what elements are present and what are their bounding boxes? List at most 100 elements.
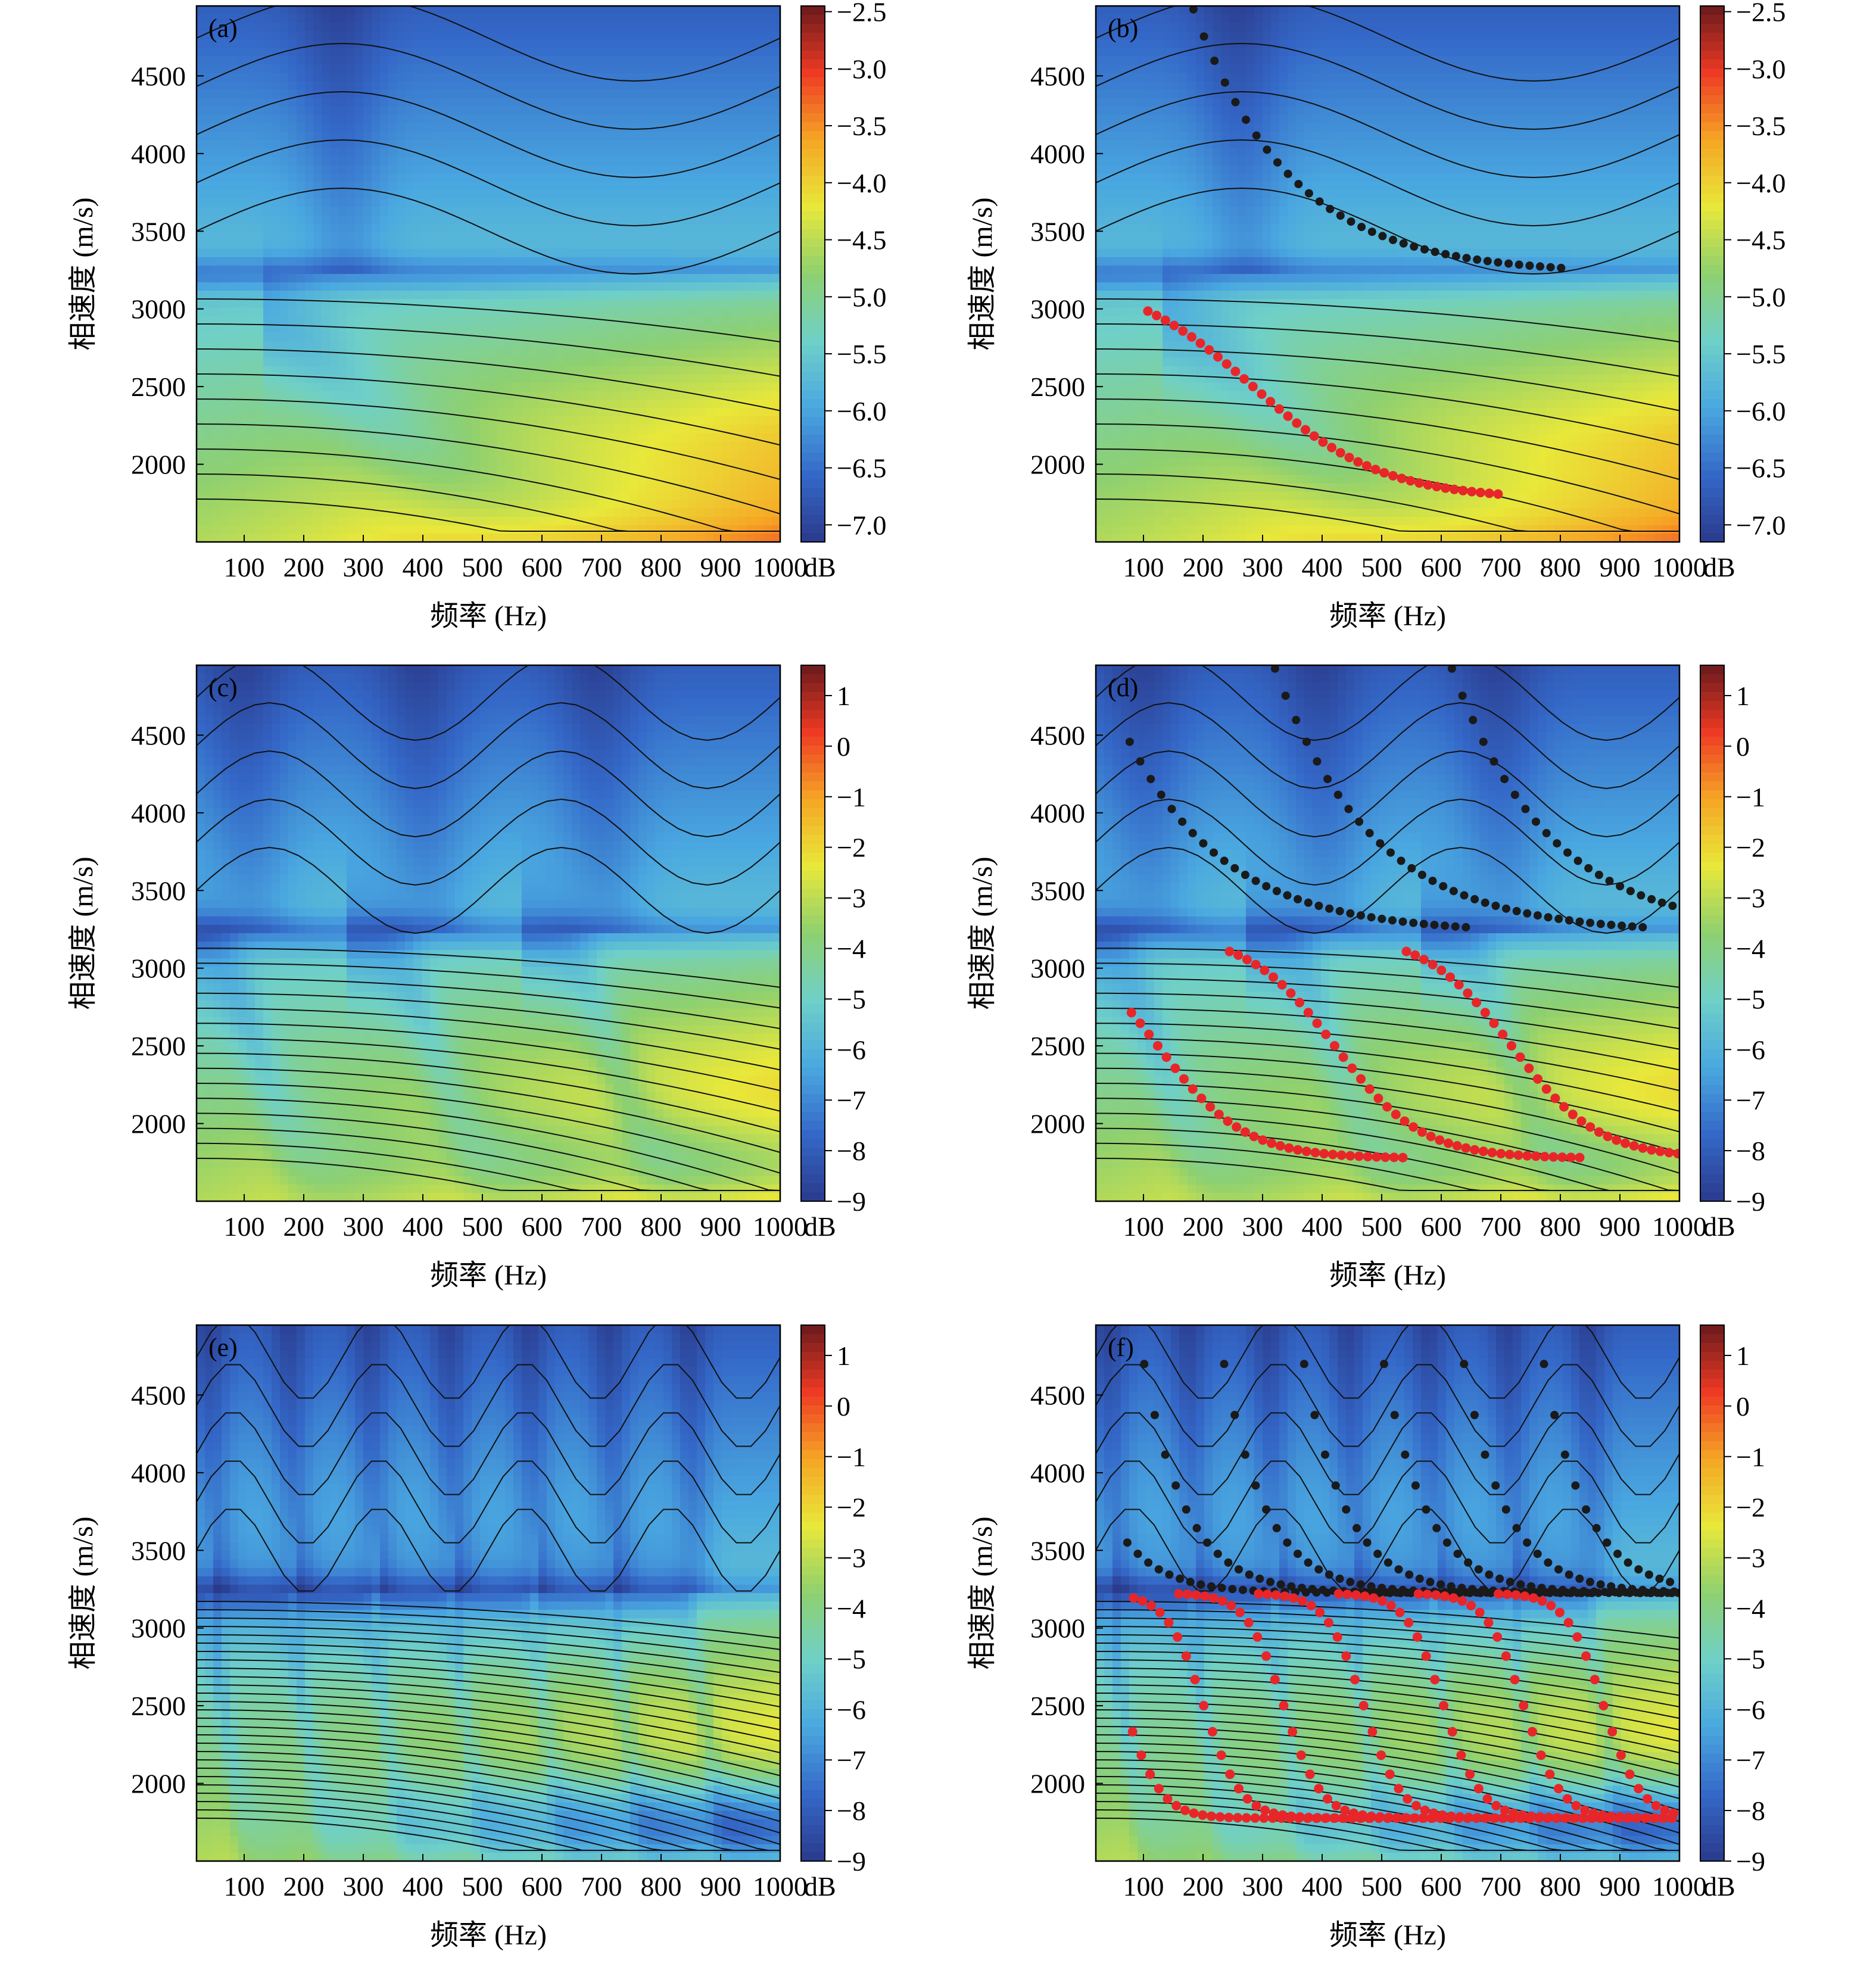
- black-dispersion-point: [1245, 1570, 1254, 1579]
- red-dispersion-point: [1419, 955, 1429, 965]
- x-tick-label: 300: [1242, 1871, 1283, 1902]
- black-dispersion-point: [1276, 1580, 1285, 1589]
- black-dispersion-point: [1560, 1450, 1569, 1459]
- x-tick-label: 600: [522, 1211, 563, 1242]
- black-dispersion-point: [1217, 1584, 1226, 1592]
- red-dispersion-point: [1323, 1618, 1333, 1628]
- black-dispersion-point: [1670, 1587, 1679, 1596]
- black-dispersion-point: [1655, 1574, 1664, 1583]
- x-tick-label: 600: [522, 552, 563, 582]
- red-dispersion-point: [1493, 489, 1503, 499]
- black-dispersion-point: [1161, 1450, 1170, 1459]
- black-dispersion-point: [1287, 1582, 1296, 1591]
- red-dispersion-point: [1297, 1596, 1307, 1606]
- red-dispersion-point: [1135, 1018, 1145, 1029]
- red-dispersion-point: [1375, 1812, 1385, 1822]
- red-dispersion-point: [1257, 389, 1267, 399]
- red-dispersion-point: [1305, 1769, 1315, 1779]
- black-dispersion-point: [1388, 916, 1397, 925]
- black-dispersion-point: [1230, 1411, 1239, 1419]
- black-dispersion-point: [1238, 1585, 1247, 1594]
- panel-label: (e): [208, 1333, 238, 1362]
- red-dispersion-point: [1186, 332, 1196, 342]
- red-dispersion-point: [1342, 1590, 1353, 1600]
- red-dispersion-point: [1414, 478, 1425, 488]
- colorbar-tick-label: −5.5: [837, 339, 886, 369]
- red-dispersion-point: [1576, 1116, 1587, 1126]
- red-dispersion-point: [1455, 1812, 1465, 1822]
- colorbar-tick-label: −6.0: [1736, 396, 1785, 426]
- red-dispersion-point: [1461, 1143, 1471, 1153]
- black-dispersion-point: [1485, 1570, 1494, 1579]
- black-dispersion-point: [1176, 1574, 1185, 1583]
- red-dispersion-point: [1383, 1812, 1394, 1822]
- black-dispersion-point: [1220, 78, 1229, 87]
- y-tick-label: 2000: [131, 1109, 186, 1139]
- black-dispersion-point: [1342, 1505, 1351, 1514]
- red-dispersion-point: [1490, 1813, 1500, 1823]
- black-dispersion-point: [1634, 1565, 1643, 1574]
- red-dispersion-point: [1215, 1812, 1225, 1822]
- black-dispersion-point: [1262, 1505, 1271, 1514]
- red-dispersion-point: [1138, 1596, 1148, 1606]
- x-tick-label: 1000: [753, 552, 808, 582]
- x-tick-label: 200: [1183, 1211, 1224, 1242]
- black-dispersion-point: [1441, 250, 1450, 258]
- colorbar-tick-label: 0: [837, 1391, 850, 1422]
- red-dispersion-point: [1436, 965, 1447, 976]
- red-dispersion-point: [1129, 1593, 1139, 1603]
- black-dispersion-point: [1512, 1523, 1521, 1532]
- red-dispersion-point: [1344, 453, 1354, 463]
- red-dispersion-point: [1561, 1813, 1571, 1823]
- red-dispersion-point: [1373, 1093, 1383, 1104]
- red-dispersion-point: [1520, 1591, 1530, 1601]
- red-dispersion-point: [1200, 1591, 1210, 1601]
- x-tick-label: 700: [1481, 1871, 1522, 1902]
- black-dispersion-point: [1146, 775, 1155, 784]
- colorbar-tick-label: −3.0: [837, 54, 886, 84]
- red-dispersion-point: [1269, 1808, 1279, 1818]
- black-dispersion-point: [1512, 906, 1521, 915]
- red-dispersion-point: [1363, 1152, 1373, 1162]
- x-tick-label: 100: [1123, 552, 1164, 582]
- panel-c: (c) 100 200 300 400 500 600 700 800 900 1000 2000 25…: [67, 664, 866, 1291]
- red-dispersion-point: [1248, 382, 1258, 391]
- red-dispersion-point: [1313, 1813, 1323, 1823]
- black-dispersion-point: [1378, 914, 1386, 923]
- red-dispersion-point: [1431, 1590, 1441, 1600]
- black-dispersion-point: [1157, 790, 1166, 799]
- y-tick-label: 3000: [131, 294, 186, 325]
- x-tick-label: 700: [581, 1871, 622, 1902]
- red-dispersion-point: [1277, 980, 1287, 990]
- red-dispersion-point: [1277, 1810, 1288, 1820]
- x-tick-label: 400: [1302, 552, 1343, 582]
- black-dispersion-point: [1292, 716, 1301, 724]
- red-dispersion-point: [1481, 1813, 1491, 1823]
- black-dispersion-point: [1439, 882, 1448, 891]
- colorbar-tick-label: −4.0: [1736, 168, 1785, 198]
- y-axis-label: 相速度 (m/s): [67, 197, 99, 350]
- red-dispersion-point: [1463, 988, 1473, 998]
- red-dispersion-point: [1487, 1148, 1497, 1158]
- black-dispersion-point: [1544, 1558, 1553, 1567]
- black-dispersion-point: [1523, 1538, 1532, 1547]
- x-tick-label: 900: [700, 1211, 741, 1242]
- red-dispersion-point: [1189, 1808, 1199, 1818]
- black-dispersion-point: [1281, 691, 1290, 700]
- red-dispersion-point: [1367, 1726, 1378, 1737]
- y-tick-label: 3000: [131, 953, 186, 984]
- red-dispersion-point: [1322, 1813, 1331, 1823]
- red-dispersion-point: [1470, 1145, 1480, 1155]
- red-dispersion-point: [1456, 1750, 1466, 1760]
- black-dispersion-point: [1603, 1538, 1612, 1547]
- red-dispersion-point: [1466, 1601, 1476, 1610]
- black-dispersion-point: [1367, 1582, 1376, 1591]
- black-dispersion-point: [1220, 1360, 1229, 1369]
- y-tick-label: 2500: [1030, 1031, 1085, 1061]
- colorbar-tick-label: −2.5: [1736, 0, 1785, 27]
- red-dispersion-point: [1494, 1589, 1504, 1599]
- red-dispersion-point: [1568, 1110, 1578, 1120]
- black-dispersion-point: [1407, 864, 1416, 872]
- colorbar-tick-label: −5.5: [1736, 339, 1785, 369]
- black-dispersion-point: [1533, 1550, 1542, 1559]
